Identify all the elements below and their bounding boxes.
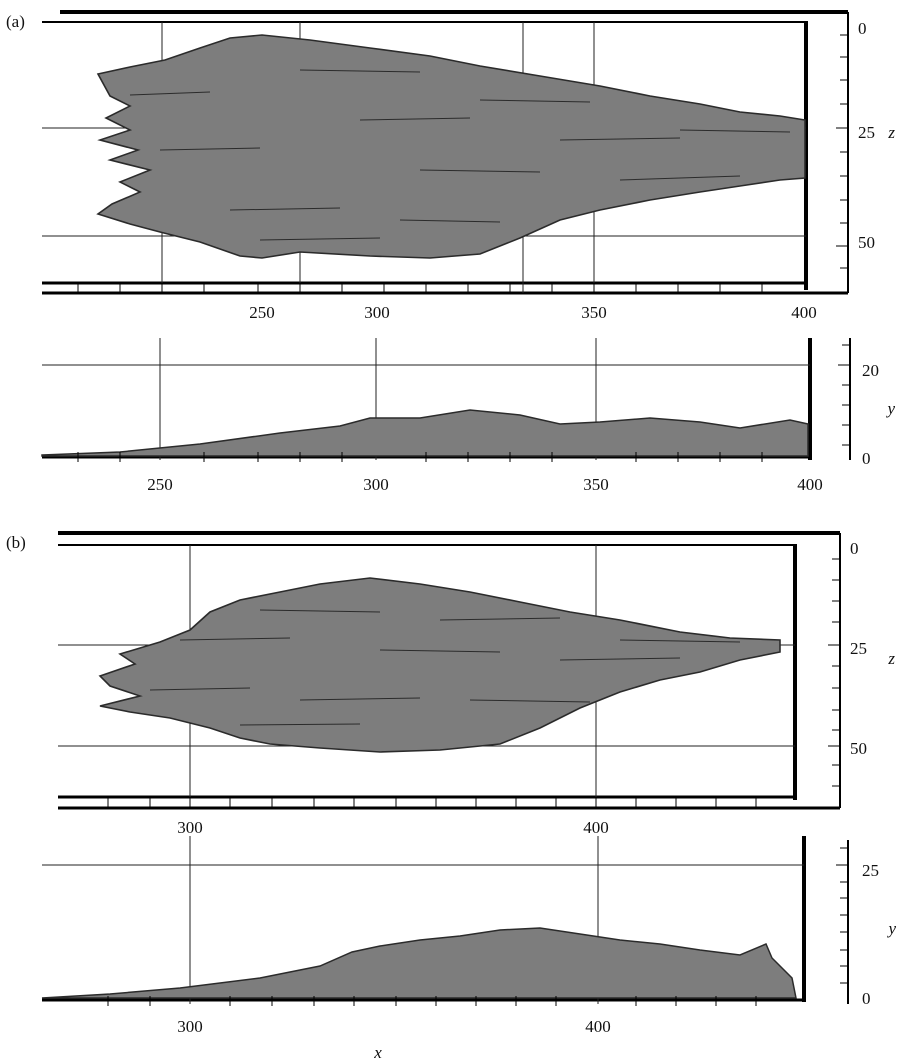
tick-label: 350: [583, 475, 609, 494]
tick-label: 25: [862, 861, 879, 880]
spot-texture-a-top: [129, 69, 791, 241]
tick-label: 50: [858, 233, 875, 252]
tick-label: 0: [858, 19, 867, 38]
ticks-a-side: [77, 344, 850, 462]
tick-label: 50: [850, 739, 867, 758]
tick-label: 25: [858, 123, 875, 142]
tick-label: 0: [862, 989, 871, 1008]
spot-side-b: [41, 927, 797, 999]
panel-a-top-view: 250 300 350 400 0 25 50 z: [42, 10, 895, 322]
axis-label-z: z: [887, 123, 895, 142]
panel-label-a: (a): [6, 12, 25, 31]
tick-label: 250: [249, 303, 275, 322]
tick-label: 25: [850, 639, 867, 658]
axis-label-y: y: [886, 919, 896, 938]
tick-label: 300: [363, 475, 389, 494]
tick-label: 400: [797, 475, 823, 494]
wall-spot-top: [96, 34, 806, 259]
spot-texture-b-top: [149, 609, 741, 726]
axis-label-y: y: [885, 399, 895, 418]
tick-label: 0: [850, 539, 859, 558]
spot-side-a: [41, 409, 809, 457]
ticks-a-top: [77, 34, 848, 293]
tick-label: 400: [583, 818, 609, 837]
tick-label: 400: [791, 303, 817, 322]
panel-a-side-view: 250 300 350 400 20 0 y: [41, 338, 895, 494]
tick-label: 20: [862, 361, 879, 380]
tick-label: 400: [585, 1017, 611, 1036]
ticks-b-top: [107, 558, 840, 808]
tick-label: 250: [147, 475, 173, 494]
tick-label: 300: [364, 303, 390, 322]
spot-top-b: [98, 577, 781, 753]
ticks-b-side: [107, 847, 848, 1006]
axis-label-z: z: [887, 649, 895, 668]
spot-top-a: [96, 34, 806, 259]
tick-label: 0: [862, 449, 871, 468]
tick-label: 300: [177, 1017, 203, 1036]
panel-label-b: (b): [6, 533, 26, 552]
panel-b: (b): [6, 531, 896, 1062]
panel-b-side-view: 300 400 25 0 y x: [41, 836, 896, 1062]
panel-a: (a): [6, 10, 895, 494]
tick-label: 350: [581, 303, 607, 322]
axis-label-x: x: [373, 1043, 382, 1062]
tick-label: 300: [177, 818, 203, 837]
panel-b-top-view: 300 400 0 25 50 z: [58, 531, 895, 837]
